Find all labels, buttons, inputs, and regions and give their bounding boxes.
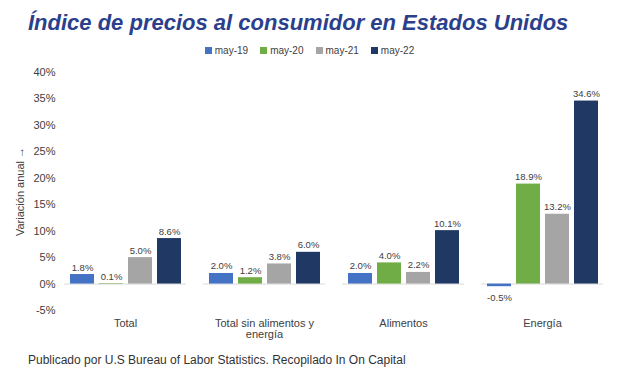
svg-text:10%: 10% — [33, 225, 55, 237]
html-text:may-19: may-19 — [214, 44, 249, 56]
svg-text:Total: Total — [114, 317, 137, 329]
html-text:may-20: may-20 — [270, 44, 304, 56]
svg-text:2.0%: 2.0% — [211, 260, 233, 271]
svg-text:6.0%: 6.0% — [298, 239, 320, 250]
svg-text:18.9%: 18.9% — [515, 171, 542, 182]
html-text:may-22: may-22 — [380, 44, 415, 56]
svg-text:2.2%: 2.2% — [408, 259, 430, 270]
svg-text:34.6%: 34.6% — [573, 88, 600, 99]
svg-text:1.8%: 1.8% — [72, 262, 94, 273]
svg-text:40%: 40% — [33, 66, 55, 78]
svg-text:5%: 5% — [40, 251, 56, 263]
html-text:Índice de precios al consumido: Índice de precios al consumidor en Estad… — [28, 10, 569, 35]
svg-text:30%: 30% — [33, 119, 55, 131]
html-text:Publicado por U.S Bureau of La: Publicado por U.S Bureau of Labor Statis… — [28, 353, 406, 367]
svg-text:15%: 15% — [33, 198, 55, 210]
svg-text:-0.5%: -0.5% — [487, 292, 512, 303]
svg-text:Variación anual →: Variación anual → — [14, 147, 26, 236]
svg-text:4.0%: 4.0% — [379, 250, 401, 261]
svg-text:20%: 20% — [33, 172, 55, 184]
svg-text:0%: 0% — [40, 278, 56, 290]
svg-text:-5%: -5% — [36, 304, 56, 316]
svg-text:8.6%: 8.6% — [159, 226, 181, 237]
svg-text:25%: 25% — [33, 145, 55, 157]
svg-text:5.0%: 5.0% — [130, 245, 152, 256]
svg-text:Energía: Energía — [523, 317, 562, 329]
svg-text:Total sin alimentos yenergía: Total sin alimentos yenergía — [215, 317, 315, 340]
svg-text:3.8%: 3.8% — [269, 251, 291, 262]
html-text:may-21: may-21 — [325, 44, 359, 56]
svg-text:10.1%: 10.1% — [434, 218, 461, 229]
svg-text:1.2%: 1.2% — [240, 265, 262, 276]
svg-text:13.2%: 13.2% — [544, 201, 571, 212]
svg-text:Alimentos: Alimentos — [379, 317, 428, 329]
svg-text:0.1%: 0.1% — [101, 271, 123, 282]
svg-text:2.0%: 2.0% — [350, 260, 372, 271]
svg-text:35%: 35% — [33, 92, 55, 104]
